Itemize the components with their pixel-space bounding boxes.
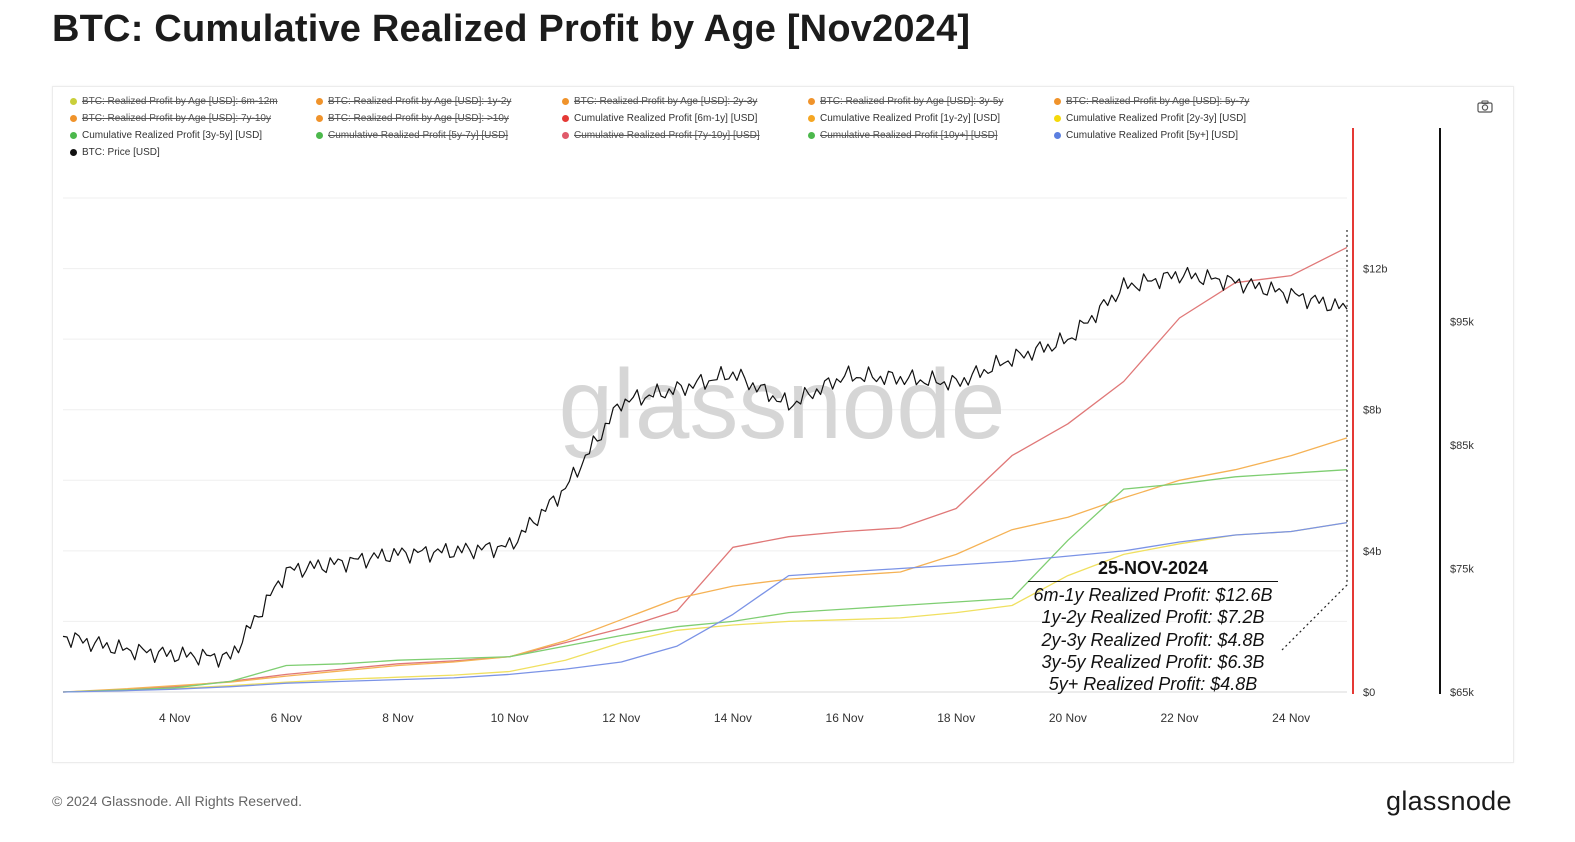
legend-label: Cumulative Realized Profit [7y-10y] [USD… bbox=[574, 130, 760, 141]
legend-item[interactable]: Cumulative Realized Profit [10y+] [USD] bbox=[808, 130, 998, 141]
legend-label: BTC: Price [USD] bbox=[82, 147, 160, 158]
right-axis-tick-label: $85k bbox=[1450, 440, 1474, 452]
legend-dot-icon bbox=[562, 115, 569, 122]
legend-label: Cumulative Realized Profit [2y-3y] [USD] bbox=[1066, 113, 1247, 124]
legend-item[interactable]: Cumulative Realized Profit [3y-5y] [USD] bbox=[70, 130, 262, 141]
series-line-6m-1y bbox=[62, 246, 1348, 693]
legend-dot-icon bbox=[808, 115, 815, 122]
legend-item[interactable]: BTC: Price [USD] bbox=[70, 147, 160, 158]
legend-item[interactable]: Cumulative Realized Profit [6m-1y] [USD] bbox=[562, 113, 757, 124]
right-axis-tick-label: $65k bbox=[1450, 687, 1474, 699]
legend-label: Cumulative Realized Profit [1y-2y] [USD] bbox=[820, 113, 1001, 124]
series-line-btc-price bbox=[62, 266, 1348, 668]
camera-icon[interactable] bbox=[1477, 100, 1493, 113]
legend-dot-icon bbox=[70, 98, 77, 105]
x-axis-tick-label: 12 Nov bbox=[602, 711, 640, 725]
legend-item[interactable]: Cumulative Realized Profit [7y-10y] [USD… bbox=[562, 130, 760, 141]
chart-frame bbox=[52, 86, 1514, 763]
grid-lines bbox=[63, 197, 1347, 693]
series-line-1y-2y bbox=[62, 437, 1348, 693]
legend-label: BTC: Realized Profit by Age [USD]: 1y-2y bbox=[328, 96, 512, 107]
watermark: glassnode bbox=[559, 349, 1006, 459]
legend-item[interactable]: BTC: Realized Profit by Age [USD]: 1y-2y bbox=[316, 96, 511, 107]
footer-copyright: © 2024 Glassnode. All Rights Reserved. bbox=[52, 793, 303, 809]
legend-item[interactable]: Cumulative Realized Profit [5y-7y] [USD] bbox=[316, 130, 508, 141]
legend-dot-icon bbox=[1054, 132, 1061, 139]
legend-label: Cumulative Realized Profit [6m-1y] [USD] bbox=[574, 113, 758, 124]
series-group bbox=[62, 246, 1348, 693]
series-line-3y-5y bbox=[62, 469, 1348, 693]
right-axis-tick-label: $95k bbox=[1450, 317, 1474, 329]
legend-dot-icon bbox=[70, 149, 77, 156]
legend-label: BTC: Realized Profit by Age [USD]: 2y-3y bbox=[574, 96, 758, 107]
legend-dot-icon bbox=[1054, 98, 1061, 105]
footer-logo[interactable]: glassnode bbox=[1386, 786, 1512, 816]
legend-label: Cumulative Realized Profit [10y+] [USD] bbox=[820, 130, 998, 141]
legend-dot-icon bbox=[808, 132, 815, 139]
legend-item[interactable]: BTC: Realized Profit by Age [USD]: >10y bbox=[316, 113, 509, 124]
legend-label: BTC: Realized Profit by Age [USD]: 7y-10… bbox=[82, 113, 271, 124]
x-axis-tick-label: 8 Nov bbox=[382, 711, 413, 725]
annotation-line-6m-1y: 6m-1y Realized Profit: $12.6B bbox=[1033, 585, 1273, 605]
legend-dot-icon bbox=[1054, 115, 1061, 122]
x-axis-tick-label: 10 Nov bbox=[491, 711, 529, 725]
legend-item[interactable]: Cumulative Realized Profit [1y-2y] [USD] bbox=[808, 113, 1000, 124]
legend-label: BTC: Realized Profit by Age [USD]: >10y bbox=[328, 113, 509, 124]
x-axis-tick-label: 14 Nov bbox=[714, 711, 752, 725]
legend-label: BTC: Realized Profit by Age [USD]: 3y-5y bbox=[820, 96, 1004, 107]
legend-item[interactable]: BTC: Realized Profit by Age [USD]: 3y-5y bbox=[808, 96, 1003, 107]
legend-dot-icon bbox=[70, 132, 77, 139]
x-axis-tick-label: 24 Nov bbox=[1272, 711, 1310, 725]
left-axis-tick-label: $8b bbox=[1363, 405, 1381, 417]
x-axis-tick-label: 20 Nov bbox=[1049, 711, 1087, 725]
x-axis-tick-label: 4 Nov bbox=[159, 711, 190, 725]
legend-dot-icon bbox=[808, 98, 815, 105]
right-axis-tick-label: $75k bbox=[1450, 564, 1474, 576]
x-axis-tick-label: 16 Nov bbox=[826, 711, 864, 725]
annotation-line-3y-5y: 3y-5y Realized Profit: $6.3B bbox=[1041, 651, 1265, 672]
legend-label: Cumulative Realized Profit [5y-7y] [USD] bbox=[328, 130, 509, 141]
legend-label: BTC: Realized Profit by Age [USD]: 6m-12… bbox=[82, 96, 278, 107]
legend-item[interactable]: BTC: Realized Profit by Age [USD]: 5y-7y bbox=[1054, 96, 1249, 107]
legend-item[interactable]: BTC: Realized Profit by Age [USD]: 7y-10… bbox=[70, 113, 271, 124]
left-axis-tick-label: $0 bbox=[1363, 687, 1375, 699]
annotation-box: 25-NOV-2024 6m-1y Realized Profit: $12.6… bbox=[1022, 558, 1284, 695]
series-line-5y-plus bbox=[62, 521, 1348, 693]
legend-label: Cumulative Realized Profit [3y-5y] [USD] bbox=[82, 130, 263, 141]
legend-dot-icon bbox=[70, 115, 77, 122]
chart-legend: BTC: Realized Profit by Age [USD]: 6m-12… bbox=[70, 96, 1300, 166]
legend-dot-icon bbox=[316, 98, 323, 105]
x-axis-tick-label: 22 Nov bbox=[1161, 711, 1199, 725]
annotation-date: 25-NOV-2024 bbox=[1028, 558, 1278, 582]
series-line-2y-3y bbox=[62, 521, 1348, 693]
annotation-line-5y-plus: 5y+ Realized Profit: $4.8B bbox=[1048, 674, 1258, 695]
page-title: BTC: Cumulative Realized Profit by Age [… bbox=[52, 8, 971, 50]
legend-item[interactable]: Cumulative Realized Profit [5y+] [USD] bbox=[1054, 130, 1238, 141]
legend-item[interactable]: BTC: Realized Profit by Age [USD]: 6m-12… bbox=[70, 96, 278, 107]
legend-dot-icon bbox=[316, 115, 323, 122]
left-axis-tick-label: $4b bbox=[1363, 546, 1381, 558]
annotation-line-2y-3y: 2y-3y Realized Profit: $4.8B bbox=[1041, 629, 1265, 650]
axes-group: $0 $4b $8b $12b $65k $75k $85k $95k 4 Nov 6 Nov 8 … bbox=[159, 128, 1474, 725]
left-axis-tick-label: $12b bbox=[1363, 264, 1387, 276]
legend-dot-icon bbox=[562, 132, 569, 139]
legend-dot-icon bbox=[562, 98, 569, 105]
annotation-line-1y-2y: 1y-2y Realized Profit: $7.2B bbox=[1041, 607, 1265, 628]
x-axis-tick-label: 6 Nov bbox=[271, 711, 302, 725]
annotation-leader-line bbox=[1281, 230, 1348, 651]
legend-dot-icon bbox=[316, 132, 323, 139]
legend-item[interactable]: BTC: Realized Profit by Age [USD]: 2y-3y bbox=[562, 96, 757, 107]
legend-label: BTC: Realized Profit by Age [USD]: 5y-7y bbox=[1066, 96, 1250, 107]
legend-label: Cumulative Realized Profit [5y+] [USD] bbox=[1066, 130, 1239, 141]
legend-item[interactable]: Cumulative Realized Profit [2y-3y] [USD] bbox=[1054, 113, 1246, 124]
x-axis-tick-label: 18 Nov bbox=[937, 711, 975, 725]
